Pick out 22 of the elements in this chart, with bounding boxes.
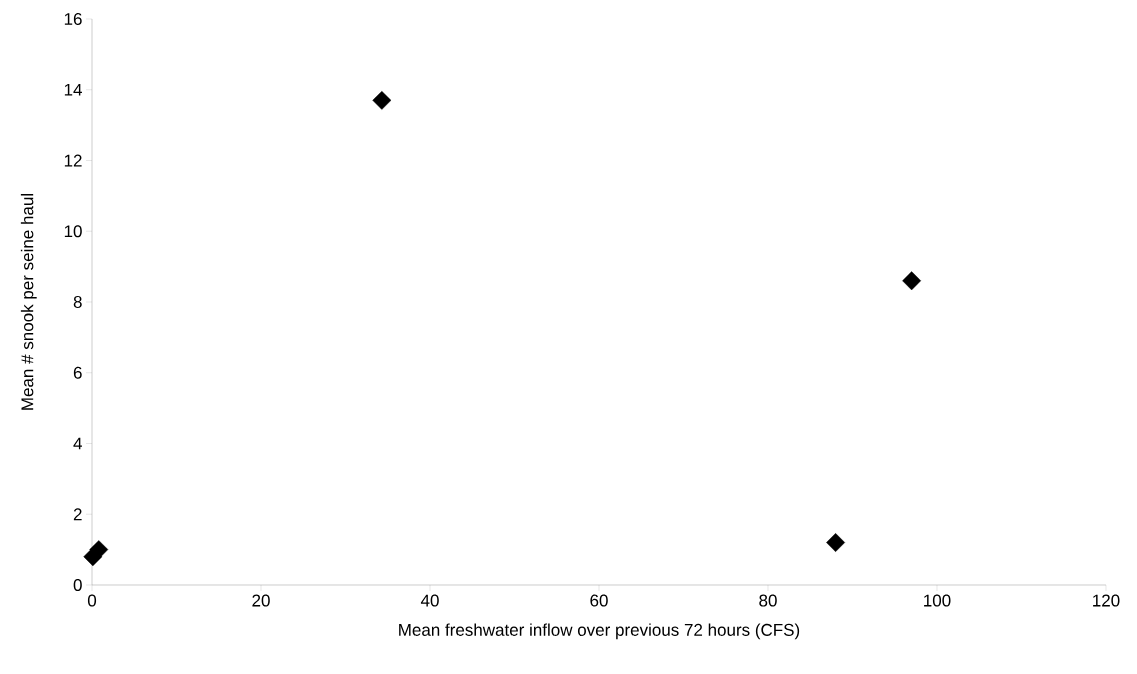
x-tick-label: 40	[420, 594, 439, 607]
y-tick-label: 6	[73, 366, 82, 379]
point	[89, 540, 109, 559]
y-tick-label: 2	[73, 508, 82, 521]
y-tick-label: 10	[64, 225, 82, 238]
y-tick-label: 8	[73, 295, 82, 309]
point	[372, 90, 392, 110]
x-tick-label: 20	[252, 594, 270, 607]
y-tick-label: 0	[73, 578, 82, 592]
x-tick-label: 100	[924, 594, 951, 607]
x-tick-label: 80	[759, 594, 777, 607]
y-axis-title: Mean # snook per seine haul	[20, 194, 37, 410]
x-axis-title: Mean freshwater inflow over previous 72 hours (CFS)	[399, 623, 800, 640]
x-tick-label: 120	[1093, 594, 1120, 607]
point	[826, 533, 845, 552]
y-tick-label: 4	[73, 437, 82, 450]
y-tick-label: 16	[64, 12, 82, 26]
x-tick-label: 0	[87, 594, 97, 607]
x-tick-label: 60	[590, 594, 608, 607]
y-tick-label: 12	[64, 154, 82, 167]
point	[902, 271, 922, 291]
y-tick-label: 14	[64, 83, 82, 96]
